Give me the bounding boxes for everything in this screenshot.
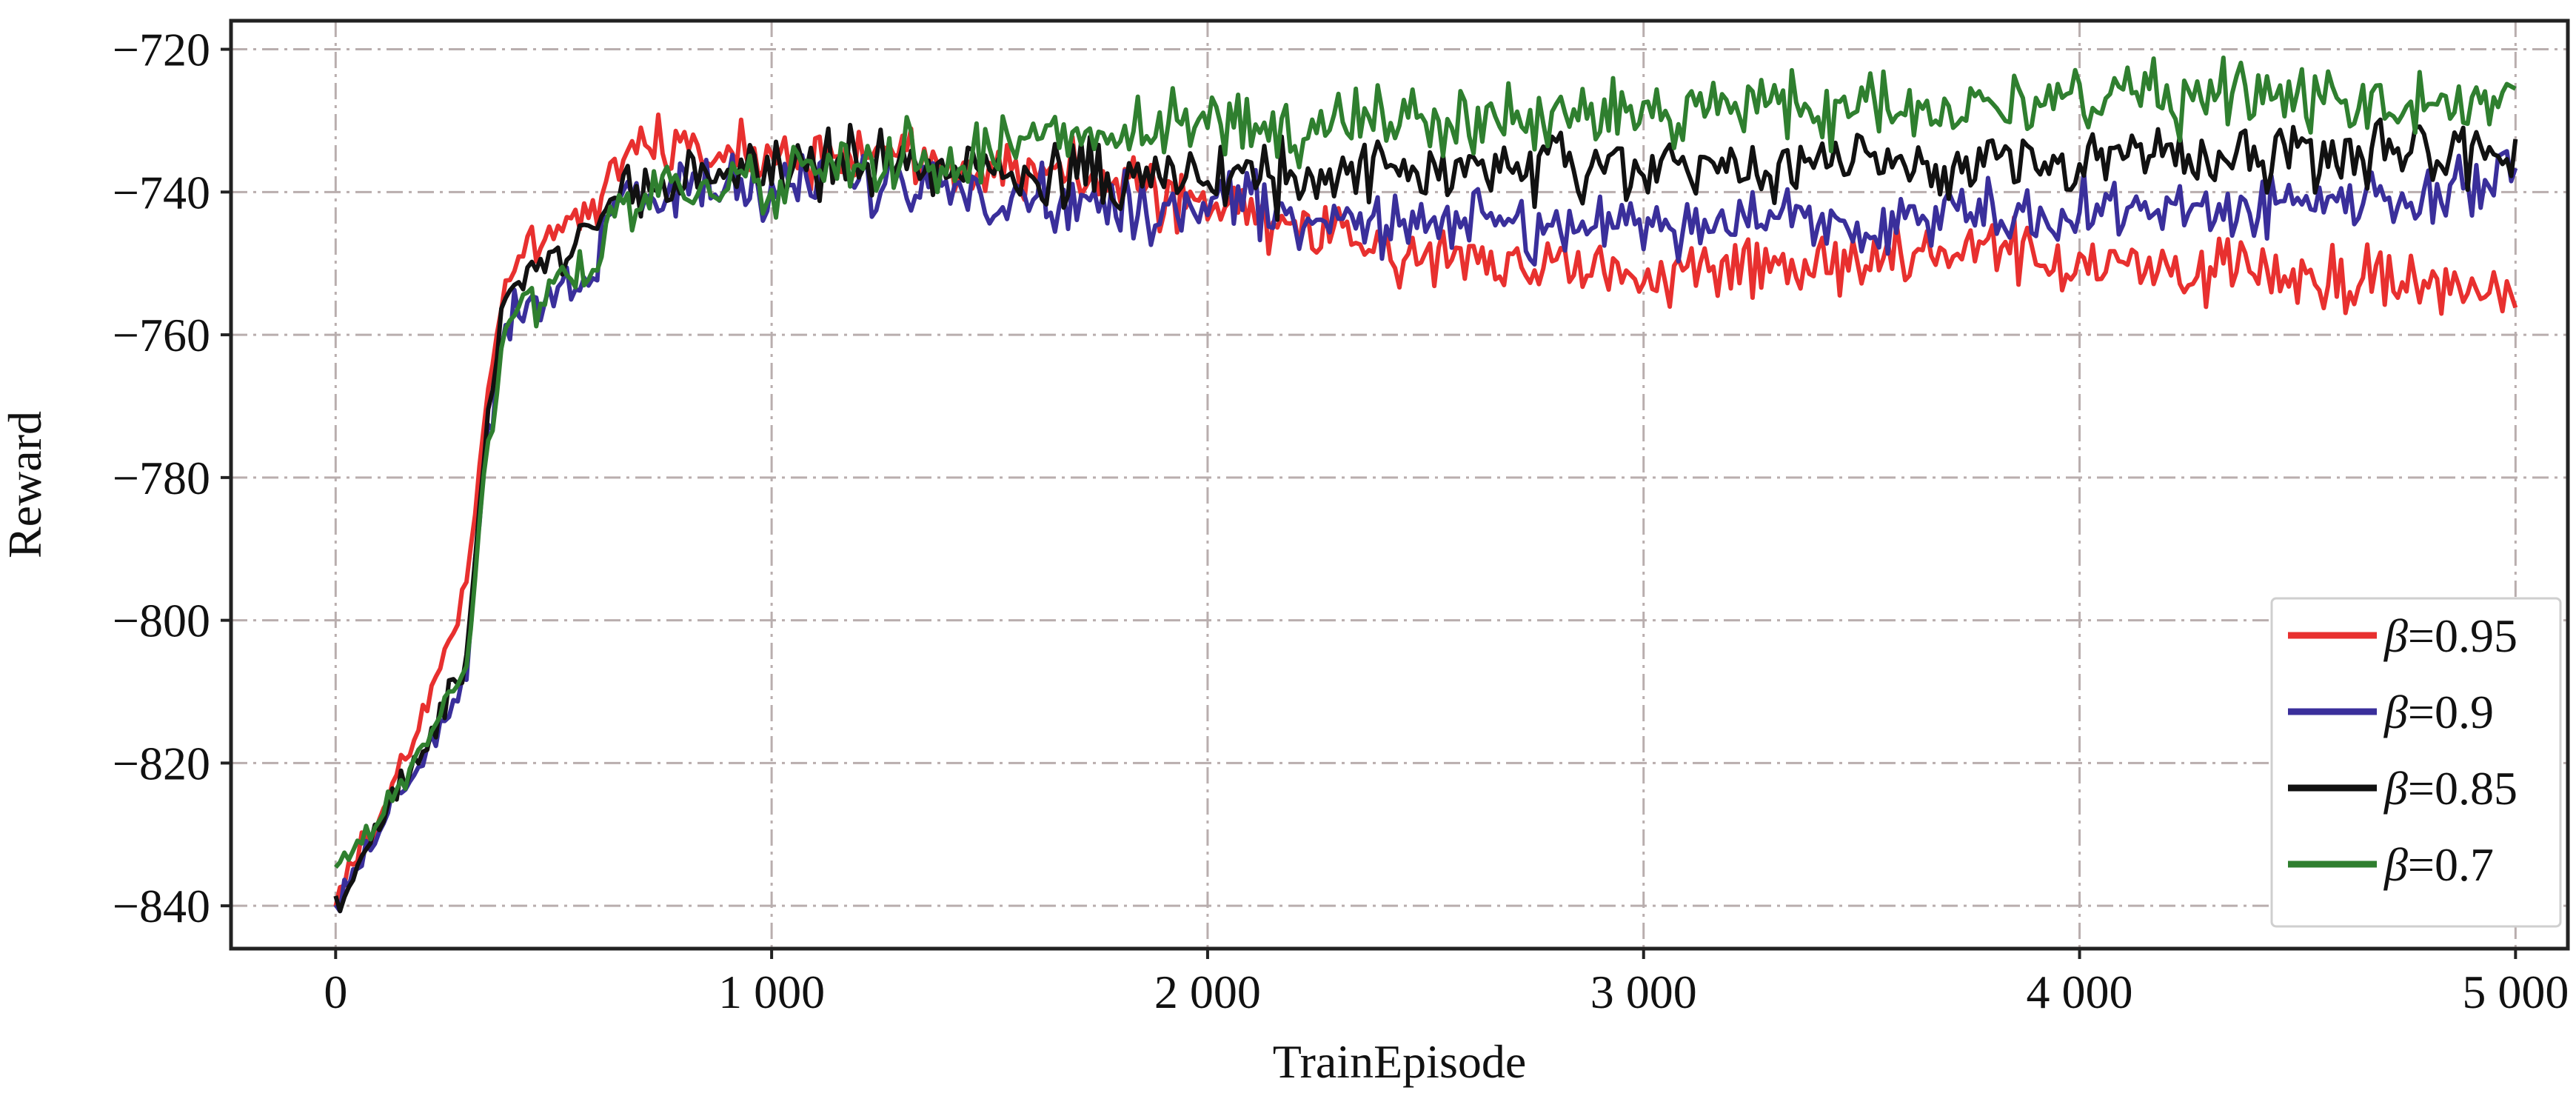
x-tick-label: 4 000 [2027,966,2133,1018]
x-tick-label: 5 000 [2462,966,2569,1018]
legend-entry: β=0.95 [2383,609,2518,662]
series-lines [333,56,2518,914]
axes: 0 1 000 2 000 3 000 4 000 5 000 −720 −740 −760 −7… [113,24,2569,1018]
legend: β=0.95β=0.9β=0.85β=0.7 [2270,597,2562,928]
x-tick-label: 1 000 [718,966,825,1018]
legend-value: =0.9 [2408,686,2494,738]
x-axis-label: TrainEpisode [1273,1035,1527,1088]
series-line-0 [333,112,2518,907]
series-line-3 [334,56,2517,869]
legend-entry: β=0.85 [2383,762,2518,815]
x-tick-label: 0 [324,966,347,1018]
legend-entry: β=0.7 [2383,838,2494,891]
legend-value: =0.95 [2408,609,2518,662]
legend-value: =0.85 [2408,762,2518,815]
series-line-1 [333,149,2518,914]
plot-frame [229,19,2570,951]
y-tick-label: −840 [113,880,210,932]
y-tick-label: −760 [113,309,210,361]
y-tick-label: −820 [113,737,210,789]
y-tick-label: −740 [113,166,210,218]
y-tick-label: −800 [113,595,210,647]
series-line-2 [333,117,2518,914]
y-tick-label: −720 [113,24,210,76]
y-axis-label: Reward [0,411,51,558]
x-tick-label: 2 000 [1154,966,1261,1018]
y-tick-label: −780 [113,452,210,504]
legend-beta-symbol: β [2383,609,2408,662]
legend-entry: β=0.9 [2383,686,2494,738]
x-tick-label: 3 000 [1590,966,1697,1018]
legend-value: =0.7 [2408,838,2494,891]
legend-box [2270,597,2562,928]
legend-beta-symbol: β [2383,762,2408,815]
legend-beta-symbol: β [2383,686,2408,738]
legend-beta-symbol: β [2383,838,2408,891]
